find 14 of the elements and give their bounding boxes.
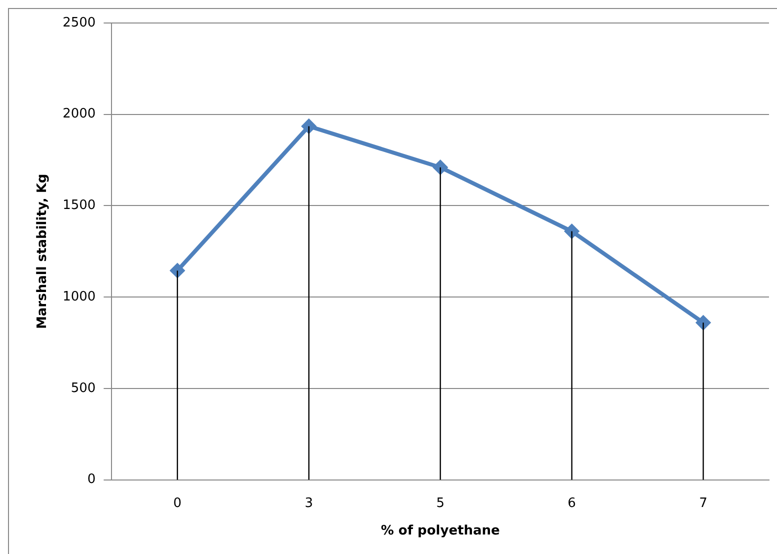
y-tick-label: 2500 — [62, 15, 96, 30]
y-axis-title: Marshall stability, Kg — [35, 174, 50, 330]
x-axis-title: % of polyethane — [380, 524, 500, 539]
y-tick-label: 1500 — [62, 198, 96, 214]
y-tick-label: 500 — [70, 380, 96, 396]
x-tick-label: 0 — [173, 496, 182, 511]
y-tick-label: 2000 — [62, 106, 96, 122]
x-tick-label: 6 — [568, 496, 576, 511]
y-tick-label: 0 — [87, 472, 96, 488]
x-tick-label: 3 — [304, 496, 314, 511]
point — [170, 264, 184, 278]
y-tick-label: 1000 — [62, 289, 96, 304]
x-tick-label: 5 — [436, 496, 444, 511]
x-tick-label: 7 — [699, 496, 708, 511]
